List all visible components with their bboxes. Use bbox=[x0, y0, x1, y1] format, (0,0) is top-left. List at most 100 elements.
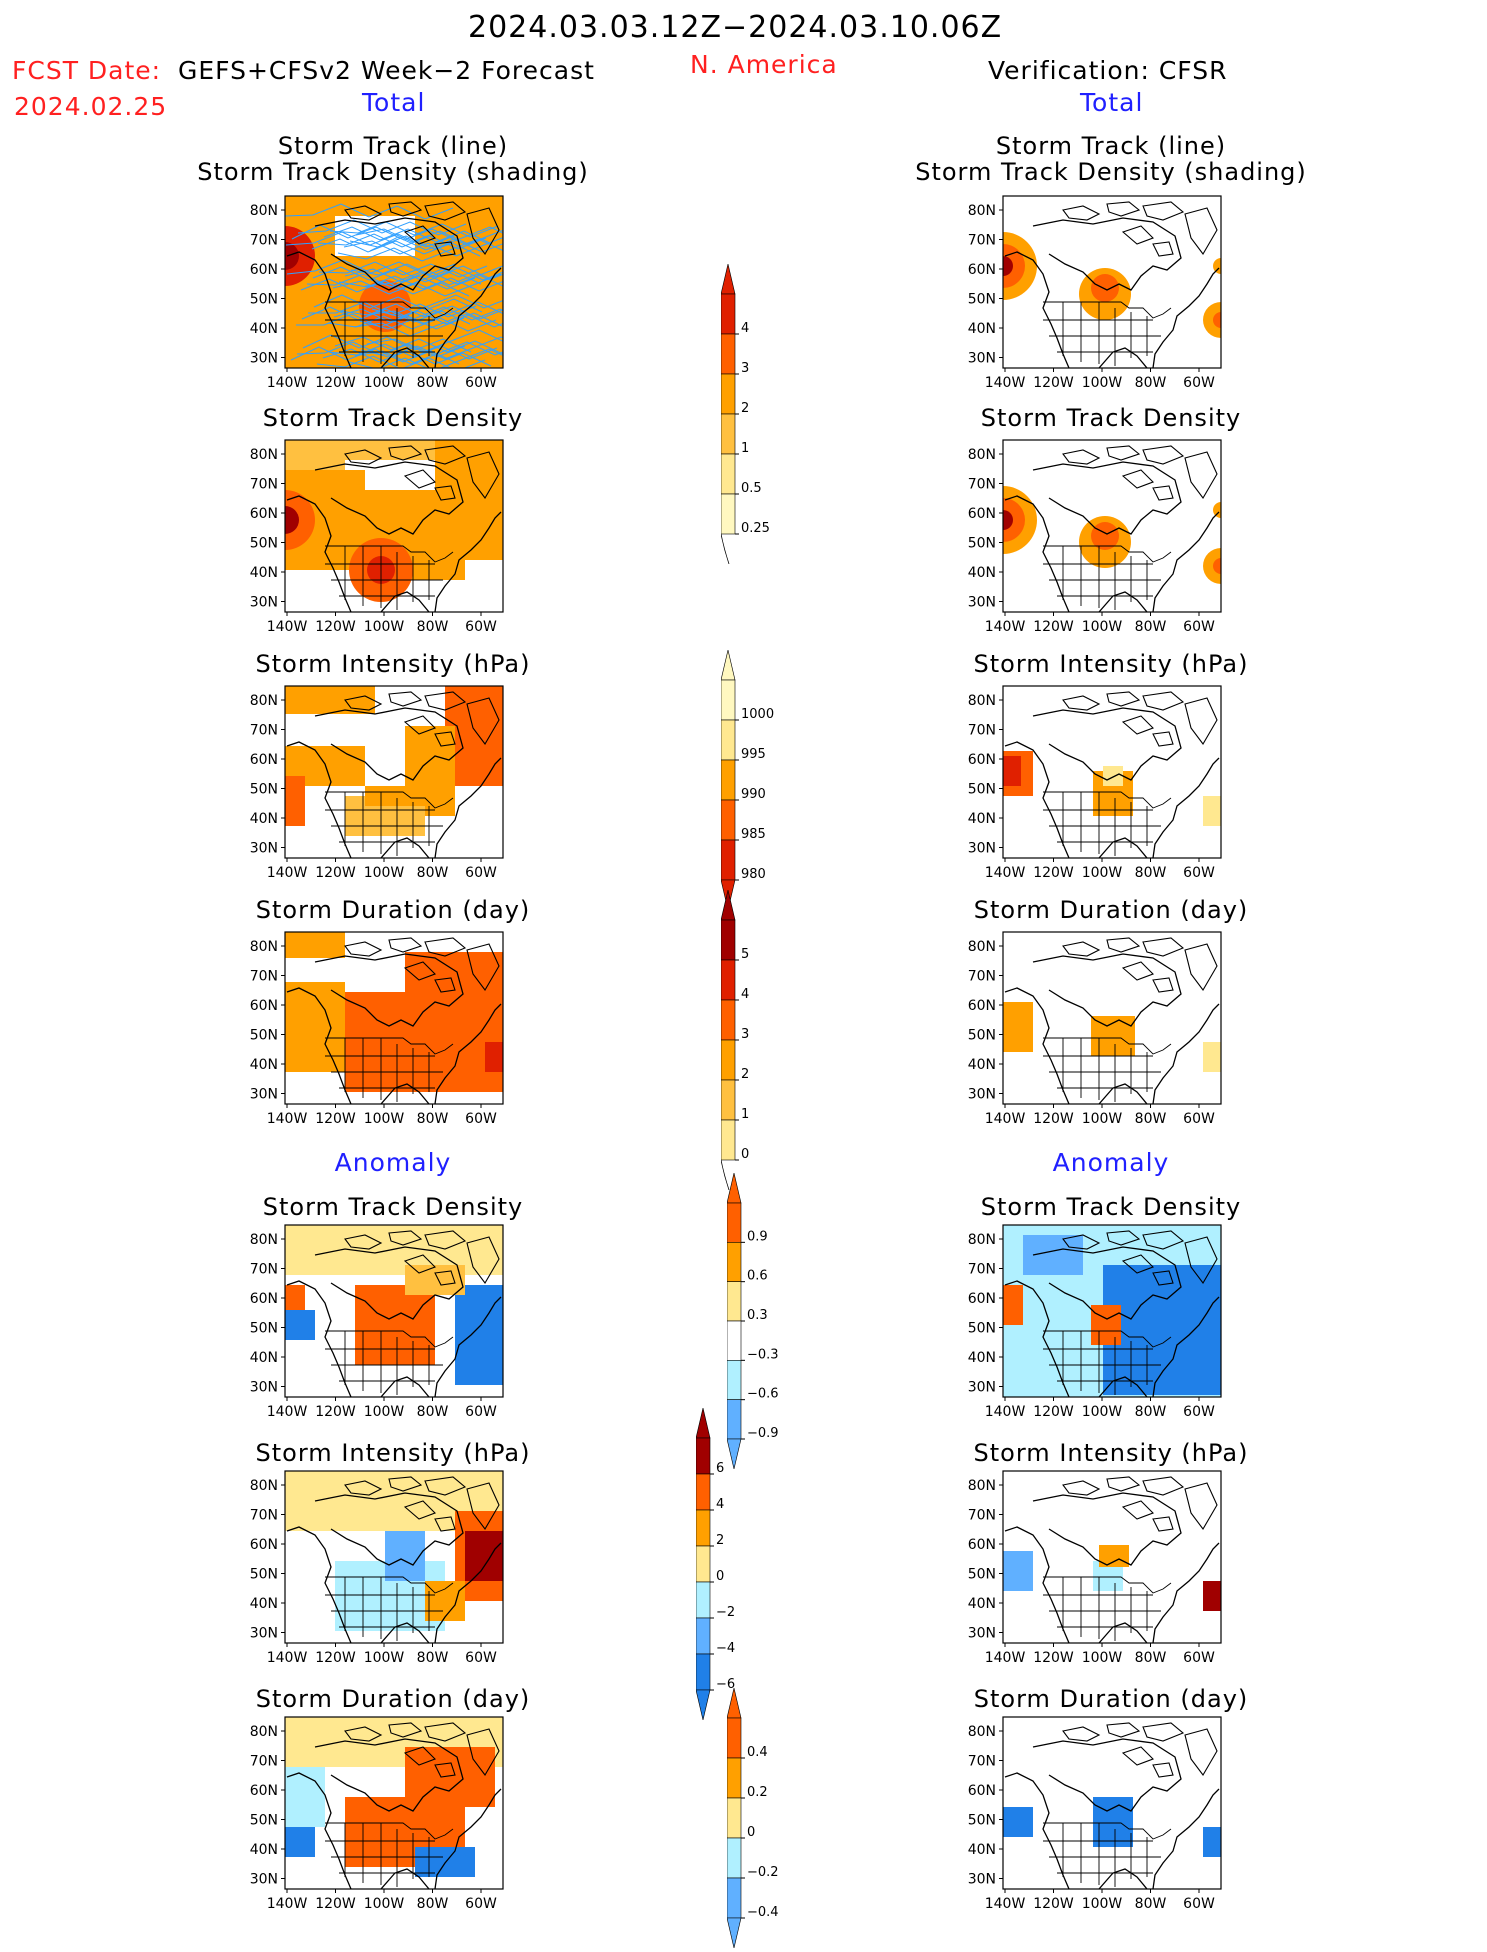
colorbar-label: 6 bbox=[716, 1461, 724, 1476]
lon-tick-label: 140W bbox=[985, 375, 1026, 391]
lon-tick-label: 80W bbox=[1135, 375, 1167, 391]
title-r7: Storm Duration (day) bbox=[973, 1685, 1249, 1713]
lat-tick-label: 50N bbox=[968, 292, 996, 308]
lon-tick-label: 80W bbox=[1135, 1111, 1167, 1127]
lat-tick-label: 40N bbox=[968, 1350, 996, 1366]
map-l2-svg: 80N 70N 60N 50N 40N 30N 140W 120W 100W 80W 60W bbox=[250, 439, 504, 635]
map-r5-svg: 80N 70N 60N 50N 40N 30N 140W 120W 100W 80W 60W bbox=[968, 1224, 1222, 1420]
lon-tick-label: 60W bbox=[465, 1896, 497, 1912]
colorbar-label: −0.9 bbox=[747, 1426, 779, 1441]
lon-tick-label: 100W bbox=[364, 619, 405, 635]
title-l4: Storm Duration (day) bbox=[255, 896, 531, 924]
region-label: N. America bbox=[690, 50, 838, 79]
colorbar-density-total: 4 3 2 1 0.5 0.25 bbox=[720, 263, 791, 568]
lat-tick-label: 70N bbox=[250, 1508, 278, 1524]
map-r5: 80N 70N 60N 50N 40N 30N 140W 120W 100W 80W 60W bbox=[958, 1224, 1231, 1431]
lat-tick-label: 80N bbox=[250, 693, 278, 709]
lat-tick-label: 30N bbox=[968, 841, 996, 857]
verification-label: Verification: CFSR bbox=[988, 56, 1228, 85]
lat-tick-label: 40N bbox=[968, 321, 996, 337]
lat-tick-label: 70N bbox=[250, 1754, 278, 1770]
map-r7-svg: 80N 70N 60N 50N 40N 30N 140W 120W 100W 80W 60W bbox=[968, 1716, 1222, 1912]
lon-tick-label: 140W bbox=[267, 619, 308, 635]
map-l6: 80N 70N 60N 50N 40N 30N 140W 120W 100W 80W 60W bbox=[240, 1470, 513, 1677]
lat-tick-label: 30N bbox=[968, 1380, 996, 1396]
lon-tick-label: 120W bbox=[1033, 1896, 1074, 1912]
colorbar-label: 4 bbox=[741, 321, 749, 336]
colorbar-label: 5 bbox=[741, 947, 749, 962]
map-r6: 80N 70N 60N 50N 40N 30N 140W 120W 100W 80W 60W bbox=[958, 1470, 1231, 1677]
lat-tick-label: 60N bbox=[250, 262, 278, 278]
colorbar-label: 0 bbox=[741, 1147, 749, 1162]
lat-tick-label: 30N bbox=[968, 1087, 996, 1103]
map-l6-svg: 80N 70N 60N 50N 40N 30N 140W 120W 100W 80W 60W bbox=[250, 1470, 504, 1666]
lon-tick-label: 140W bbox=[267, 1111, 308, 1127]
colorbar-label: 4 bbox=[716, 1497, 724, 1512]
lon-tick-label: 60W bbox=[465, 619, 497, 635]
right-total-heading: Total bbox=[1080, 88, 1144, 117]
colorbar-label: 990 bbox=[741, 787, 766, 802]
lon-tick-label: 100W bbox=[364, 375, 405, 391]
title-r2: Storm Track Density bbox=[980, 404, 1242, 432]
lat-tick-label: 50N bbox=[968, 1567, 996, 1583]
map-l7-svg: 80N 70N 60N 50N 40N 30N 140W 120W 100W 80W 60W bbox=[250, 1716, 504, 1912]
lon-tick-label: 60W bbox=[1183, 1896, 1215, 1912]
lat-tick-label: 50N bbox=[250, 292, 278, 308]
lat-tick-label: 40N bbox=[968, 565, 996, 581]
lon-tick-label: 140W bbox=[985, 1111, 1026, 1127]
lon-tick-label: 120W bbox=[1033, 619, 1074, 635]
map-l4-svg: 80N 70N 60N 50N 40N 30N 140W 120W 100W 80W 60W bbox=[250, 931, 504, 1127]
map-r2: 80N 70N 60N 50N 40N 30N 140W 120W 100W 80W 60W bbox=[958, 439, 1231, 646]
title-r5: Storm Track Density bbox=[980, 1193, 1242, 1221]
lon-tick-label: 60W bbox=[1183, 1404, 1215, 1420]
colorbar-duration-anom: 0.4 0.2 0 −0.2 −0.4 bbox=[726, 1687, 797, 1952]
map-r4: 80N 70N 60N 50N 40N 30N 140W 120W 100W 80W 60W bbox=[958, 931, 1231, 1138]
lat-tick-label: 50N bbox=[250, 1567, 278, 1583]
lon-tick-label: 100W bbox=[1082, 1404, 1123, 1420]
lat-tick-label: 60N bbox=[250, 998, 278, 1014]
lat-tick-label: 40N bbox=[250, 1842, 278, 1858]
lon-tick-label: 120W bbox=[315, 1896, 356, 1912]
map-r2-svg: 80N 70N 60N 50N 40N 30N 140W 120W 100W 80W 60W bbox=[968, 439, 1222, 635]
colorbar-label: 1 bbox=[741, 1107, 749, 1122]
lat-tick-label: 80N bbox=[250, 1478, 278, 1494]
title-r3: Storm Intensity (hPa) bbox=[973, 650, 1249, 678]
lon-tick-label: 100W bbox=[1082, 1896, 1123, 1912]
map-l3: 80N 70N 60N 50N 40N 30N 140W 120W 100W 80W 60W bbox=[240, 685, 513, 892]
colorbar-label: −2 bbox=[716, 1605, 735, 1620]
right-anomaly-heading: Anomaly bbox=[1052, 1148, 1170, 1177]
title-l7: Storm Duration (day) bbox=[255, 1685, 531, 1713]
lon-tick-label: 100W bbox=[364, 1896, 405, 1912]
colorbar-label: 0.2 bbox=[747, 1785, 768, 1800]
colorbar-label: 2 bbox=[741, 401, 749, 416]
colorbar-label: 2 bbox=[716, 1533, 724, 1548]
lon-tick-label: 140W bbox=[985, 1404, 1026, 1420]
lat-tick-label: 50N bbox=[968, 536, 996, 552]
lat-tick-label: 50N bbox=[250, 1813, 278, 1829]
lon-tick-label: 140W bbox=[267, 865, 308, 881]
fcst-date-label: FCST Date: bbox=[12, 56, 162, 85]
lat-tick-label: 80N bbox=[250, 1232, 278, 1248]
lon-tick-label: 60W bbox=[465, 1404, 497, 1420]
map-r1-svg: 80N 70N 60N 50N 40N 30N 140W 120W 100W 80W 60W bbox=[968, 195, 1222, 391]
title-l6: Storm Intensity (hPa) bbox=[255, 1439, 531, 1467]
lat-tick-label: 70N bbox=[968, 1508, 996, 1524]
colorbar-label: 3 bbox=[741, 1027, 749, 1042]
colorbar-label: 0.4 bbox=[747, 1745, 768, 1760]
lon-tick-label: 120W bbox=[315, 375, 356, 391]
lat-tick-label: 60N bbox=[968, 998, 996, 1014]
colorbar-intensity-anom: 6 4 2 0 −2 −4 −6 bbox=[695, 1407, 766, 1724]
lat-tick-label: 60N bbox=[968, 752, 996, 768]
map-r3-svg: 80N 70N 60N 50N 40N 30N 140W 120W 100W 80W 60W bbox=[968, 685, 1222, 881]
period-title: 2024.03.03.12Z−2024.03.10.06Z bbox=[468, 10, 1003, 45]
lon-tick-label: 60W bbox=[1183, 1650, 1215, 1666]
lon-tick-label: 140W bbox=[267, 1650, 308, 1666]
lat-tick-label: 60N bbox=[968, 1783, 996, 1799]
lon-tick-label: 60W bbox=[1183, 865, 1215, 881]
map-l5: 80N 70N 60N 50N 40N 30N 140W 120W 100W 80W 60W bbox=[240, 1224, 513, 1431]
colorbar-label: 0 bbox=[716, 1569, 724, 1584]
colorbar-label: 0.25 bbox=[741, 521, 770, 536]
lat-tick-label: 60N bbox=[968, 262, 996, 278]
lon-tick-label: 80W bbox=[1135, 865, 1167, 881]
lat-tick-label: 50N bbox=[968, 782, 996, 798]
